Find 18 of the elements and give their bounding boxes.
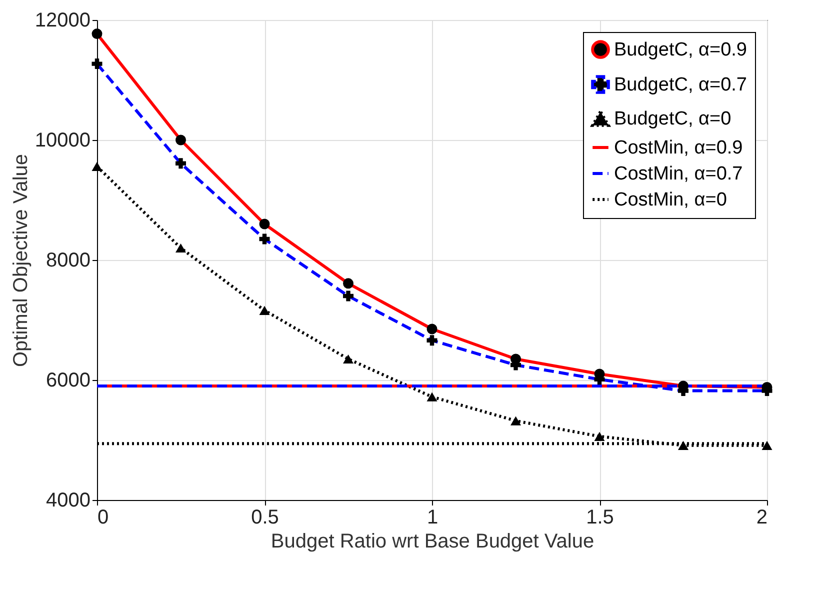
y-tick-label: 8000 <box>46 250 90 272</box>
y-axis-title: Optimal Objective Value <box>10 154 32 368</box>
x-axis-title: Budget Ratio wrt Base Budget Value <box>270 530 594 552</box>
x-tick-label: 1 <box>426 506 438 528</box>
x-tick-label: 0.5 <box>251 506 279 528</box>
x-tick-label: 1.5 <box>586 506 614 528</box>
legend-label: CostMin, α=0.9 <box>614 138 743 158</box>
y-tick-label: 12000 <box>34 10 90 32</box>
legend-label: BudgetC, α=0.9 <box>614 40 747 60</box>
y-tick-label: 4000 <box>46 490 90 512</box>
legend-label: CostMin, α=0.7 <box>614 164 743 184</box>
legend-label: BudgetC, α=0.7 <box>614 74 747 96</box>
y-tick-label: 6000 <box>46 370 90 392</box>
x-tick-label: 2 <box>756 506 768 528</box>
legend-label: CostMin, α=0 <box>614 190 727 210</box>
legend-label: BudgetC, α=0 <box>614 108 732 130</box>
y-tick-label: 10000 <box>34 130 90 152</box>
x-tick-label: 0 <box>98 506 109 528</box>
